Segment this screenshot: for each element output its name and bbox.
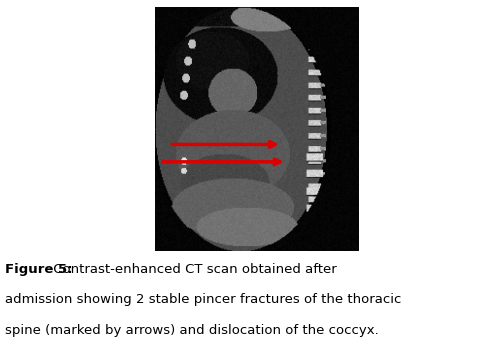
Text: admission showing 2 stable pincer fractures of the thoracic: admission showing 2 stable pincer fractu… [5,293,400,306]
Text: Contrast-enhanced CT scan obtained after: Contrast-enhanced CT scan obtained after [49,263,336,276]
Text: Figure 5:: Figure 5: [5,263,72,276]
Text: spine (marked by arrows) and dislocation of the coccyx.: spine (marked by arrows) and dislocation… [5,324,378,337]
